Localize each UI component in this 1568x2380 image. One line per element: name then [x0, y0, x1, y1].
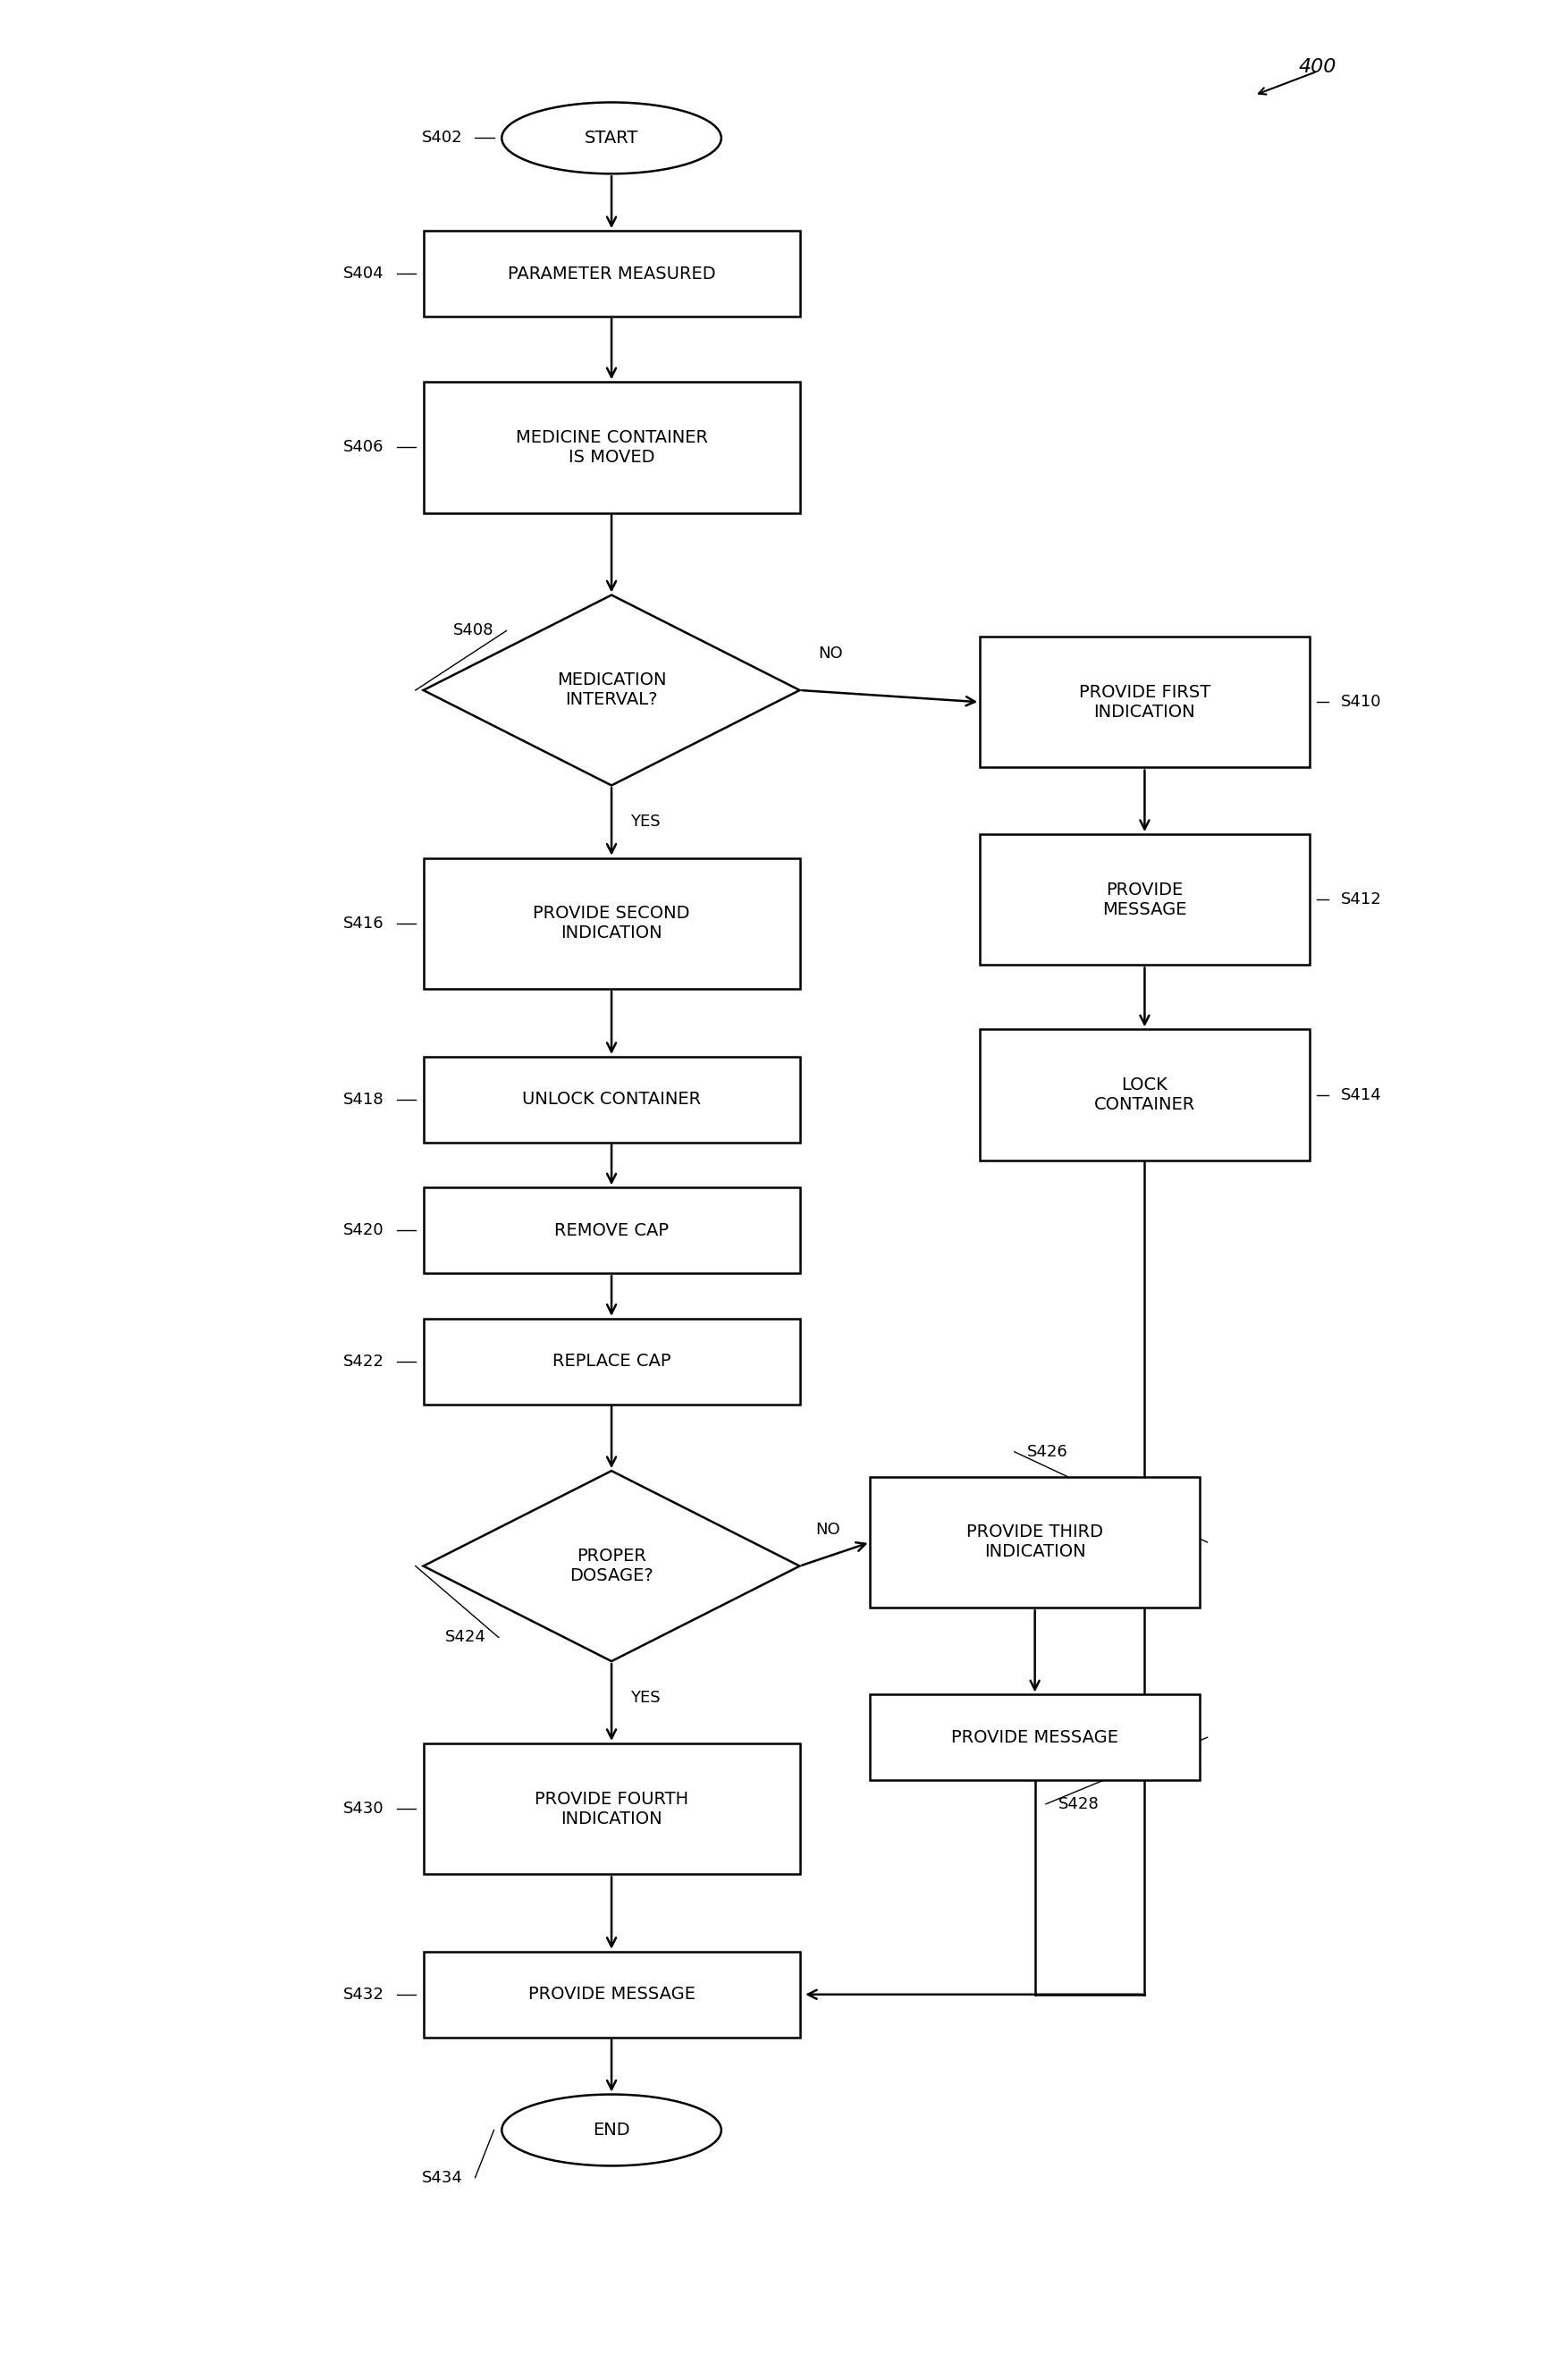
Text: S416: S416 [343, 916, 384, 931]
Text: S428: S428 [1058, 1797, 1099, 1811]
Text: PROVIDE FIRST
INDICATION: PROVIDE FIRST INDICATION [1079, 683, 1210, 721]
Text: S426: S426 [1027, 1445, 1068, 1459]
Polygon shape [423, 1471, 800, 1661]
Text: S404: S404 [343, 267, 384, 281]
Ellipse shape [502, 102, 721, 174]
Text: REMOVE CAP: REMOVE CAP [555, 1221, 668, 1240]
Text: PARAMETER MEASURED: PARAMETER MEASURED [508, 264, 715, 283]
Ellipse shape [502, 2094, 721, 2166]
Text: END: END [593, 2121, 630, 2140]
FancyBboxPatch shape [423, 1057, 800, 1142]
FancyBboxPatch shape [423, 231, 800, 317]
Text: PROVIDE
MESSAGE: PROVIDE MESSAGE [1102, 881, 1187, 919]
Text: START: START [585, 129, 638, 148]
FancyBboxPatch shape [423, 1742, 800, 1875]
FancyBboxPatch shape [980, 833, 1309, 966]
Text: UNLOCK CONTAINER: UNLOCK CONTAINER [522, 1090, 701, 1109]
Text: S414: S414 [1341, 1088, 1381, 1102]
Text: S410: S410 [1341, 695, 1381, 709]
Text: S434: S434 [422, 2171, 463, 2185]
Text: MEDICINE CONTAINER
IS MOVED: MEDICINE CONTAINER IS MOVED [516, 428, 707, 466]
Text: PROVIDE SECOND
INDICATION: PROVIDE SECOND INDICATION [533, 904, 690, 942]
FancyBboxPatch shape [870, 1695, 1200, 1780]
Text: REPLACE CAP: REPLACE CAP [552, 1352, 671, 1371]
FancyBboxPatch shape [980, 1028, 1309, 1159]
Text: S430: S430 [343, 1802, 384, 1816]
FancyBboxPatch shape [423, 381, 800, 514]
Text: S432: S432 [343, 1987, 384, 2002]
Text: PROVIDE THIRD
INDICATION: PROVIDE THIRD INDICATION [966, 1523, 1104, 1561]
Text: MEDICATION
INTERVAL?: MEDICATION INTERVAL? [557, 671, 666, 709]
Text: YES: YES [630, 1690, 660, 1706]
FancyBboxPatch shape [423, 857, 800, 990]
FancyBboxPatch shape [980, 635, 1309, 766]
Text: PROVIDE MESSAGE: PROVIDE MESSAGE [528, 1985, 695, 2004]
Text: S418: S418 [343, 1092, 384, 1107]
Text: S424: S424 [445, 1630, 486, 1645]
Text: NO: NO [815, 1521, 840, 1537]
Text: YES: YES [630, 814, 660, 831]
FancyBboxPatch shape [423, 1952, 800, 2037]
Text: PROVIDE FOURTH
INDICATION: PROVIDE FOURTH INDICATION [535, 1790, 688, 1828]
Text: S420: S420 [343, 1223, 384, 1238]
Text: PROVIDE MESSAGE: PROVIDE MESSAGE [952, 1728, 1118, 1747]
Polygon shape [423, 595, 800, 785]
Text: LOCK
CONTAINER: LOCK CONTAINER [1094, 1076, 1195, 1114]
Text: 400: 400 [1298, 57, 1336, 76]
Text: S422: S422 [343, 1354, 384, 1368]
Text: S412: S412 [1341, 892, 1381, 907]
Text: S402: S402 [422, 131, 463, 145]
Text: S408: S408 [453, 624, 494, 638]
FancyBboxPatch shape [423, 1319, 800, 1404]
Text: PROPER
DOSAGE?: PROPER DOSAGE? [569, 1547, 654, 1585]
Text: NO: NO [818, 645, 844, 662]
FancyBboxPatch shape [423, 1188, 800, 1273]
Text: S406: S406 [343, 440, 384, 455]
FancyBboxPatch shape [870, 1476, 1200, 1609]
